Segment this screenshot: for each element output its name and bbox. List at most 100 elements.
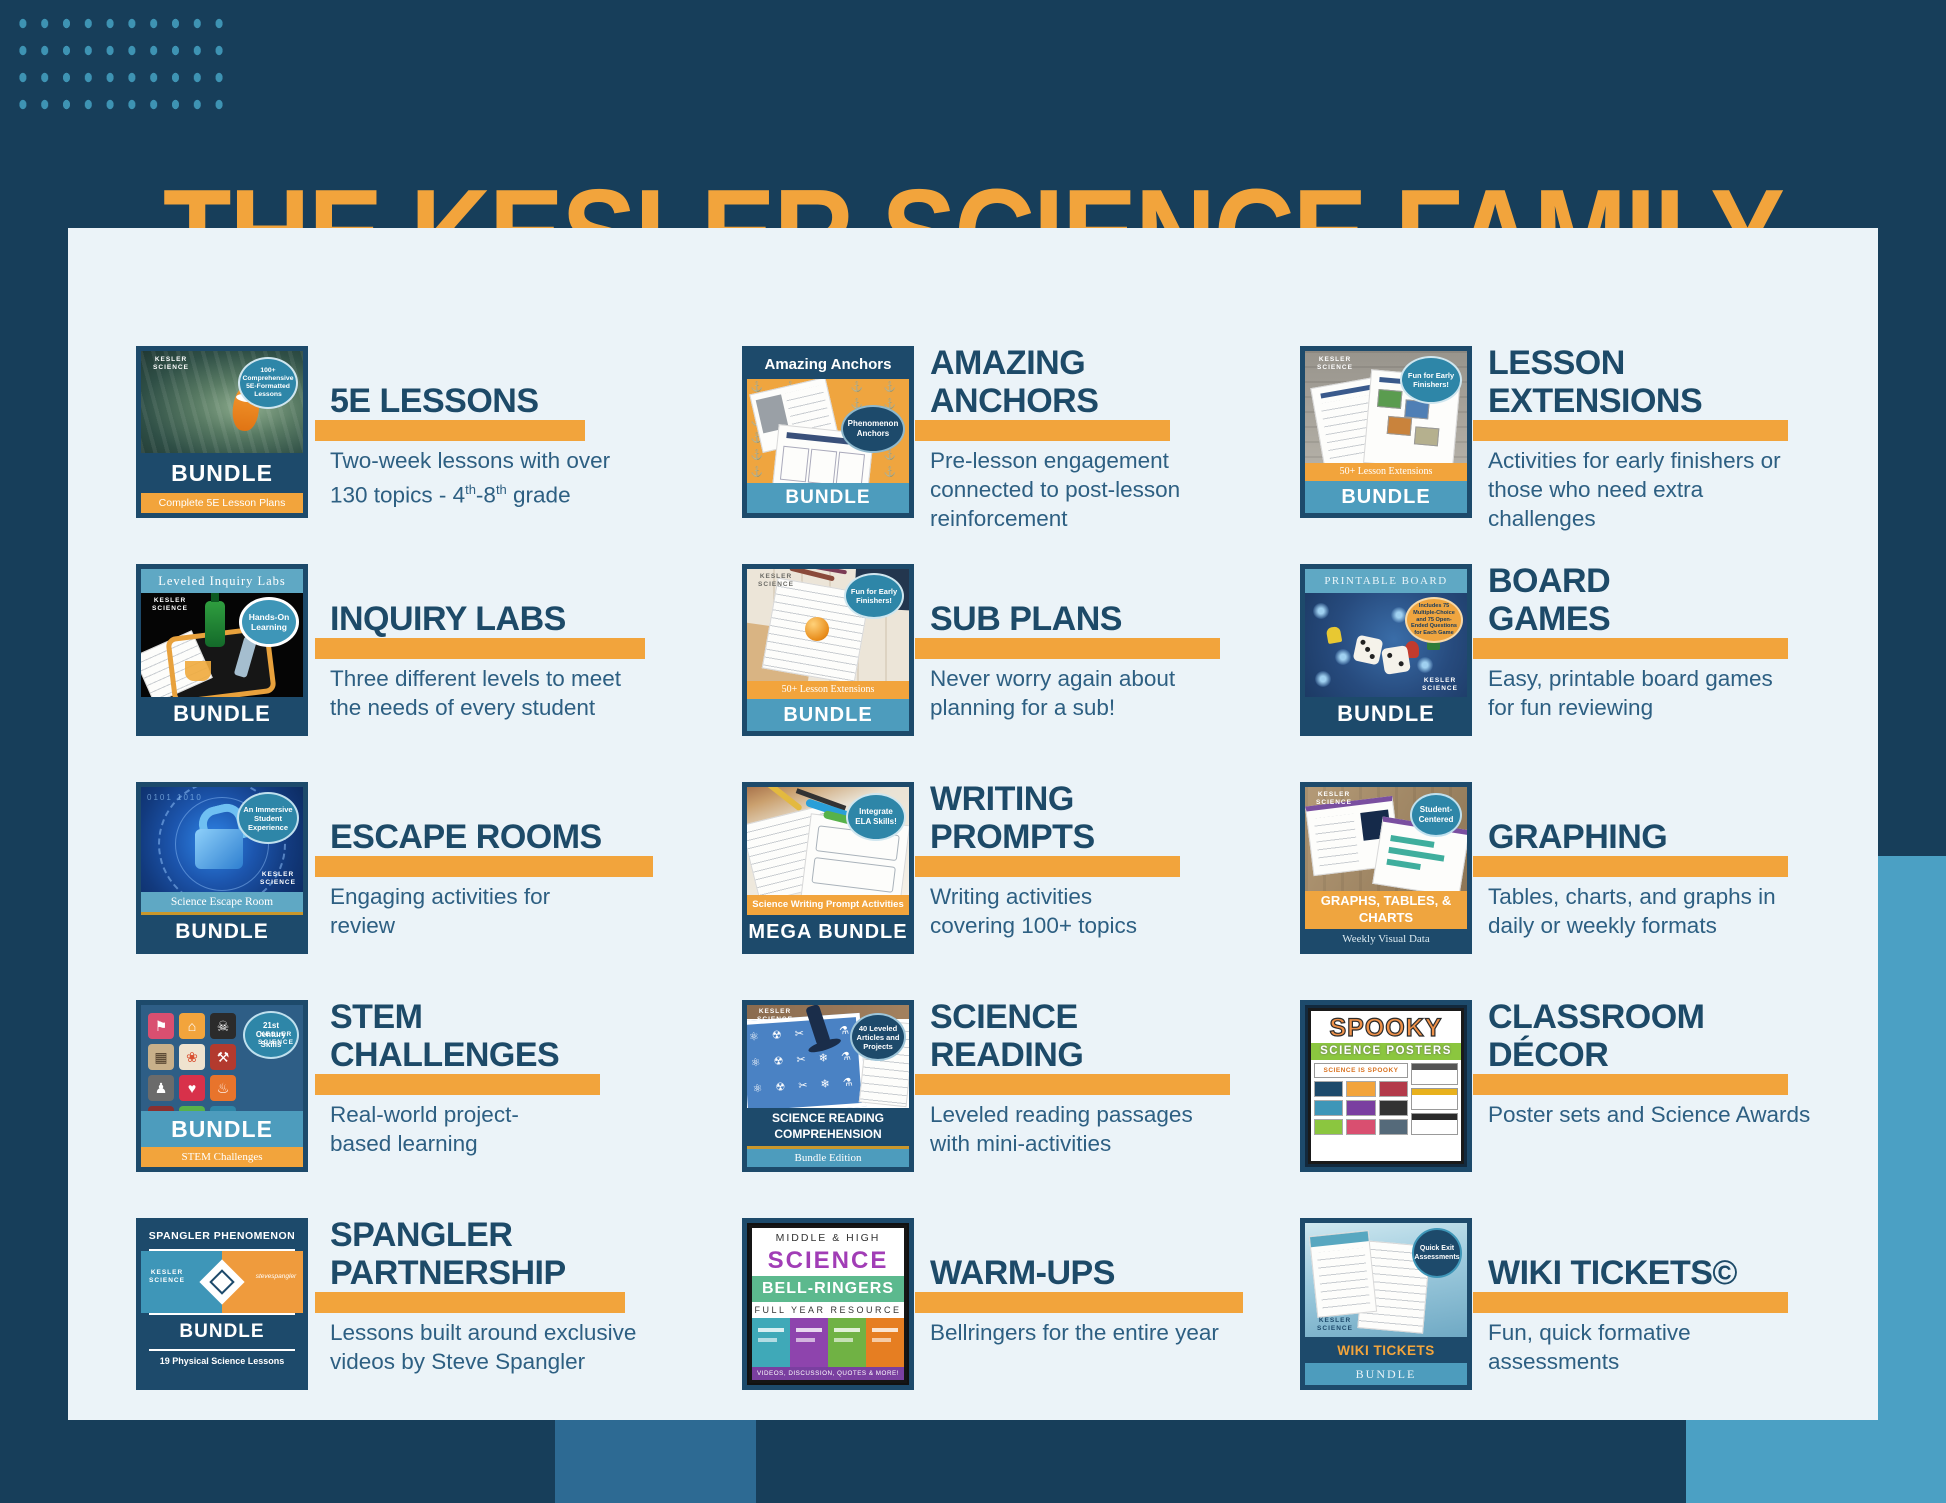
card-description: Easy, printable board games for fun revi…: [1488, 664, 1773, 722]
cover-line-4: FULL YEAR RESOURCE: [754, 1305, 902, 1315]
mini-poster: [1378, 1119, 1408, 1135]
card-title-line: WIKI TICKETS©: [1488, 1254, 1737, 1292]
card-title: LESSON EXTENSIONS: [1488, 344, 1703, 420]
card-title-line: SUB PLANS: [930, 600, 1122, 638]
mini-poster: [1378, 1100, 1408, 1116]
bundle-bar: BUNDLE: [141, 453, 303, 493]
thumbnail-strip: Bundle Edition: [747, 1149, 909, 1167]
kesler-logo: KESLER SCIENCE: [149, 1269, 185, 1285]
skeleton-icon: ☠: [210, 1013, 236, 1039]
kesler-logo: KESLER SCIENCE: [758, 573, 794, 589]
flower-icon: ❀: [179, 1044, 205, 1070]
mini-posters: [1314, 1081, 1408, 1135]
card-title-line: SPANGLER: [330, 1216, 513, 1254]
card-title-line: DÉCOR: [1488, 1036, 1609, 1074]
wood-background: KESLER SCIENCE Student-Centered: [1305, 787, 1467, 891]
padlock-icon: [195, 829, 243, 869]
bundle-label: BUNDLE: [747, 699, 909, 731]
kesler-logo: KESLER SCIENCE: [258, 1030, 294, 1046]
title-underline: [1473, 638, 1788, 659]
card-title-line: WRITING: [930, 780, 1074, 818]
card-title: BOARD GAMES: [1488, 562, 1611, 638]
bell-ringers-cover: MIDDLE & HIGH SCIENCE BELL-RINGERS FULL …: [749, 1225, 907, 1383]
title-underline: [1473, 856, 1788, 877]
die-pip: [1369, 653, 1376, 660]
title-underline: [915, 856, 1180, 877]
card-title-line: ESCAPE ROOMS: [330, 818, 602, 856]
description-line: review: [330, 913, 396, 938]
thumbnail-strip: 50+ Lesson Extensions: [747, 681, 909, 699]
badge: Student-Centered: [1410, 793, 1462, 837]
card-title-line: ANCHORS: [930, 382, 1099, 420]
divider: [149, 1349, 295, 1351]
card-title-line: WARM-UPS: [930, 1254, 1115, 1292]
brand-split: KESLER SCIENCE stevespangler: [141, 1251, 303, 1313]
desk-photo: KESLER SCIENCE Fun for Early Finishers!: [747, 569, 909, 692]
card-title-line: SCIENCE: [930, 998, 1078, 1036]
writing-photo: Integrate ELA Skills!: [747, 787, 909, 895]
die-icon: [1381, 645, 1411, 675]
kesler-logo: KESLER SCIENCE: [153, 356, 189, 372]
thumbnail-spangler-partnership: SPANGLER PHENOMENON KESLER SCIENCE steve…: [136, 1218, 308, 1390]
card-title: ESCAPE ROOMS: [330, 818, 602, 856]
binary-decoration: [147, 793, 203, 802]
badge: Phenomenon Anchors: [841, 405, 905, 453]
poster-grid-right: [1411, 1063, 1458, 1135]
kesler-logo: KESLER SCIENCE: [757, 1008, 793, 1024]
kesler-logo: KESLER SCIENCE: [1316, 791, 1352, 807]
card-description: Tables, charts, and graphs in daily or w…: [1488, 882, 1776, 940]
description-line: Never worry again about: [930, 666, 1176, 691]
prompt-box: [811, 857, 896, 893]
description-line: Easy, printable board games: [1488, 666, 1773, 691]
description-line: covering 100+ topics: [930, 913, 1138, 938]
badge: Includes 75 Multiple-Choice and 75 Open-…: [1405, 597, 1463, 643]
board-game-photo: Includes 75 Multiple-Choice and 75 Open-…: [1305, 593, 1467, 697]
spangler-card: SPANGLER PHENOMENON KESLER SCIENCE steve…: [141, 1223, 303, 1385]
title-underline: [1473, 1292, 1788, 1313]
description-line: assessments: [1488, 1349, 1620, 1374]
title-underline: [915, 638, 1220, 659]
description-line: Two-week lessons with over: [330, 448, 611, 473]
bundle-label: BUNDLE: [141, 1111, 303, 1147]
description-line: Bellringers for the entire year: [930, 1320, 1219, 1345]
thumbnail-strip: Science Escape Room: [141, 892, 303, 912]
wood-background: KESLER SCIENCE Fun for Early Finishers!: [1305, 351, 1467, 471]
thumbnail-warm-ups: MIDDLE & HIGH SCIENCE BELL-RINGERS FULL …: [742, 1218, 914, 1390]
card-title: WARM-UPS: [930, 1254, 1115, 1292]
description-line: Leveled reading passages: [930, 1102, 1193, 1127]
card-title-line: PROMPTS: [930, 818, 1095, 856]
thumbnail-strip: Science Writing Prompt Activities: [747, 895, 909, 915]
birdhouse-icon: ⌂: [179, 1013, 205, 1039]
thumbnail-header: Leveled Inquiry Labs: [141, 569, 303, 593]
card-title: WIKI TICKETS©: [1488, 1254, 1737, 1292]
badge: Fun for Early Finishers!: [1400, 356, 1462, 404]
card-description: Never worry again about planning for a s…: [930, 664, 1175, 722]
board-space: [1335, 649, 1351, 665]
card-title-line: AMAZING: [930, 344, 1086, 382]
card-description: Real-world project- based learning: [330, 1100, 519, 1158]
title-underline: [1473, 420, 1788, 441]
ticket-photo-strip: [1309, 1231, 1369, 1248]
divider: [149, 1249, 295, 1251]
description-line: 130 topics - 4th-8th grade: [330, 475, 610, 510]
description-line: daily or weekly formats: [1488, 913, 1717, 938]
dot-grid-decoration: [12, 10, 234, 116]
card-title: SUB PLANS: [930, 600, 1122, 638]
worksheet-box: [835, 451, 866, 483]
meeple-yellow: [1325, 625, 1343, 645]
description-line: Engaging activities for: [330, 884, 551, 909]
description-line: those who need extra: [1488, 477, 1704, 502]
thumbnail-block-title: SCIENCE READING COMPREHENSION: [747, 1108, 909, 1146]
board-space: [1391, 607, 1407, 623]
cover-line-1: MIDDLE & HIGH: [775, 1232, 881, 1244]
bottle-icon: [205, 593, 225, 647]
mini-poster: [1314, 1081, 1344, 1097]
card-title: INQUIRY LABS: [330, 600, 566, 638]
badge: Quick Exit Assessments: [1412, 1228, 1462, 1278]
collage-panel: [752, 1318, 790, 1367]
frame-icon: ▦: [148, 1044, 174, 1070]
poster-frame: SPOOKY SCIENCE POSTERS SCIENCE IS SPOOKY: [1308, 1008, 1464, 1164]
badge: 21st Century Skills: [243, 1011, 299, 1059]
thumbnail-block-title: GRAPHS, TABLES, & CHARTS: [1305, 891, 1467, 929]
